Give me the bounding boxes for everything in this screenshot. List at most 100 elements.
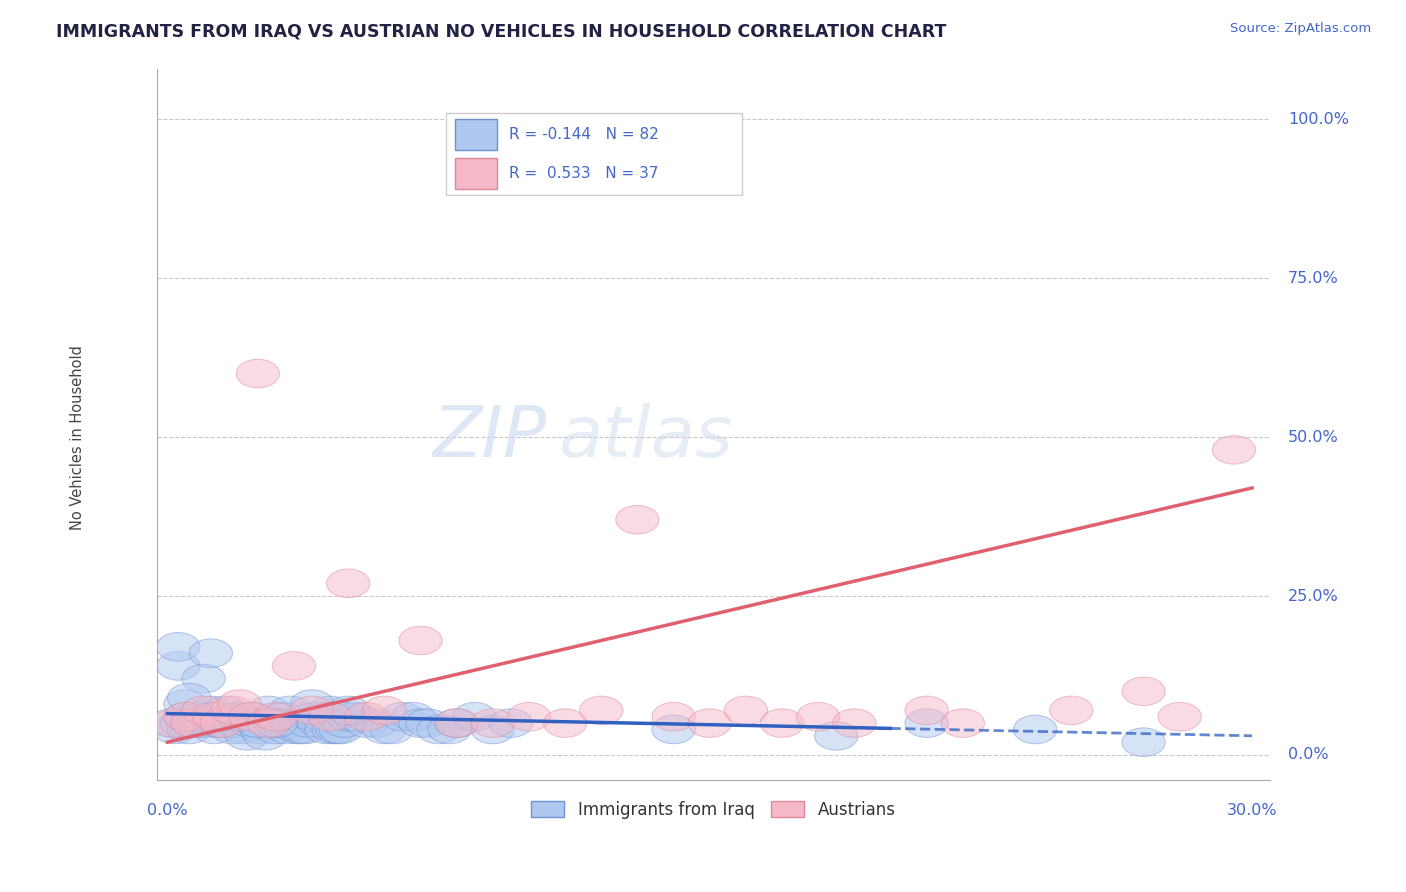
- Legend: Immigrants from Iraq, Austrians: Immigrants from Iraq, Austrians: [524, 794, 903, 825]
- Ellipse shape: [218, 690, 262, 718]
- Ellipse shape: [471, 709, 515, 738]
- Ellipse shape: [308, 702, 352, 731]
- Text: 0.0%: 0.0%: [148, 803, 188, 818]
- Ellipse shape: [724, 696, 768, 724]
- Ellipse shape: [254, 709, 298, 738]
- Ellipse shape: [197, 709, 240, 738]
- Ellipse shape: [381, 702, 425, 731]
- Ellipse shape: [326, 696, 370, 724]
- Ellipse shape: [181, 709, 225, 738]
- Ellipse shape: [149, 709, 193, 738]
- Ellipse shape: [344, 709, 388, 738]
- Ellipse shape: [160, 709, 204, 738]
- Ellipse shape: [167, 715, 211, 744]
- Ellipse shape: [287, 709, 330, 738]
- Ellipse shape: [257, 709, 301, 738]
- Text: 50.0%: 50.0%: [1288, 430, 1339, 444]
- Ellipse shape: [247, 696, 291, 724]
- Ellipse shape: [179, 702, 222, 731]
- Ellipse shape: [333, 702, 377, 731]
- Ellipse shape: [363, 715, 406, 744]
- Ellipse shape: [319, 715, 363, 744]
- Ellipse shape: [652, 702, 696, 731]
- Text: 25.0%: 25.0%: [1288, 589, 1339, 604]
- Ellipse shape: [291, 690, 333, 718]
- Ellipse shape: [232, 702, 276, 731]
- Ellipse shape: [174, 702, 218, 731]
- Ellipse shape: [326, 702, 370, 731]
- Ellipse shape: [273, 652, 316, 681]
- Ellipse shape: [229, 702, 273, 731]
- Ellipse shape: [172, 709, 215, 738]
- Ellipse shape: [218, 702, 262, 731]
- Ellipse shape: [291, 702, 333, 731]
- Ellipse shape: [174, 709, 218, 738]
- Ellipse shape: [247, 709, 291, 738]
- Ellipse shape: [905, 709, 949, 738]
- Ellipse shape: [236, 709, 280, 738]
- Ellipse shape: [1159, 702, 1202, 731]
- Ellipse shape: [165, 702, 207, 731]
- Ellipse shape: [167, 683, 211, 712]
- Ellipse shape: [308, 696, 352, 724]
- Ellipse shape: [323, 709, 367, 738]
- Ellipse shape: [298, 709, 342, 738]
- Ellipse shape: [211, 696, 254, 724]
- Ellipse shape: [301, 702, 344, 731]
- Ellipse shape: [273, 709, 316, 738]
- Ellipse shape: [370, 715, 413, 744]
- Ellipse shape: [218, 702, 262, 731]
- Text: R =  0.533   N = 37: R = 0.533 N = 37: [509, 166, 659, 181]
- Ellipse shape: [200, 709, 243, 738]
- Text: R = -0.144   N = 82: R = -0.144 N = 82: [509, 127, 659, 142]
- Ellipse shape: [316, 715, 359, 744]
- Text: No Vehicles in Household: No Vehicles in Household: [69, 344, 84, 530]
- Ellipse shape: [222, 715, 266, 744]
- Ellipse shape: [392, 702, 434, 731]
- Ellipse shape: [156, 652, 200, 681]
- Ellipse shape: [254, 715, 298, 744]
- Ellipse shape: [489, 709, 533, 738]
- Ellipse shape: [688, 709, 731, 738]
- Ellipse shape: [207, 709, 250, 738]
- Ellipse shape: [181, 696, 225, 724]
- Ellipse shape: [418, 715, 460, 744]
- FancyBboxPatch shape: [456, 158, 498, 188]
- Ellipse shape: [508, 702, 551, 731]
- Ellipse shape: [266, 715, 308, 744]
- Ellipse shape: [1212, 435, 1256, 464]
- Text: 30.0%: 30.0%: [1227, 803, 1278, 818]
- FancyBboxPatch shape: [456, 120, 498, 150]
- Ellipse shape: [165, 702, 207, 731]
- Ellipse shape: [356, 709, 399, 738]
- Ellipse shape: [190, 639, 232, 667]
- Ellipse shape: [240, 715, 283, 744]
- Ellipse shape: [471, 715, 515, 744]
- Ellipse shape: [305, 715, 349, 744]
- Ellipse shape: [761, 709, 804, 738]
- Ellipse shape: [236, 709, 280, 738]
- Ellipse shape: [1122, 677, 1166, 706]
- Ellipse shape: [254, 702, 298, 731]
- Ellipse shape: [186, 709, 229, 738]
- Ellipse shape: [1050, 696, 1092, 724]
- Ellipse shape: [269, 696, 312, 724]
- Ellipse shape: [363, 696, 406, 724]
- Ellipse shape: [172, 709, 215, 738]
- Ellipse shape: [326, 569, 370, 598]
- Ellipse shape: [229, 709, 273, 738]
- Ellipse shape: [652, 715, 696, 744]
- Ellipse shape: [280, 715, 323, 744]
- Text: atlas: atlas: [558, 402, 733, 472]
- Text: Source: ZipAtlas.com: Source: ZipAtlas.com: [1230, 22, 1371, 36]
- Ellipse shape: [406, 709, 450, 738]
- Ellipse shape: [276, 715, 319, 744]
- Ellipse shape: [200, 709, 243, 738]
- Text: ZIP: ZIP: [433, 402, 547, 472]
- Ellipse shape: [200, 702, 243, 731]
- Ellipse shape: [1122, 728, 1166, 756]
- Ellipse shape: [215, 709, 257, 738]
- Ellipse shape: [193, 715, 236, 744]
- Ellipse shape: [434, 709, 478, 738]
- Ellipse shape: [236, 359, 280, 388]
